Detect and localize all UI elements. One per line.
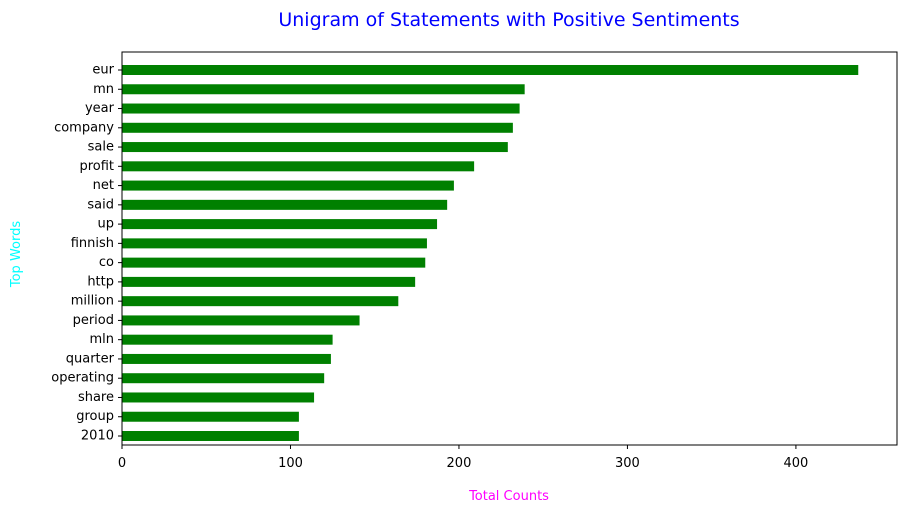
bar-co (122, 257, 426, 268)
x-tick-label: 0 (118, 456, 126, 471)
y-tick-label: company (54, 120, 114, 135)
y-axis-label: Top Words (9, 221, 24, 288)
bar-said (122, 199, 448, 210)
bar-year (122, 103, 520, 114)
y-axis-ticks: eur mn year company sale profit net said up finni… (51, 63, 122, 444)
y-tick-label: group (76, 409, 114, 424)
plot-area-frame (121, 51, 898, 446)
y-tick-label: year (85, 101, 115, 116)
y-tick-label: said (87, 197, 114, 212)
bar-share (122, 392, 315, 403)
bar-profit (122, 161, 475, 172)
y-tick-label: million (71, 294, 114, 309)
bar-mln (122, 334, 333, 345)
bar-quarter (122, 353, 331, 364)
y-tick-label: mn (93, 82, 114, 97)
y-tick-label: co (99, 255, 114, 270)
bar-operating (122, 373, 325, 384)
bar-group (122, 411, 299, 422)
bar-finnish (122, 238, 427, 249)
bar-series (122, 65, 859, 441)
bar-million (122, 296, 399, 307)
bar-net (122, 180, 454, 191)
y-tick-label: net (93, 178, 114, 193)
x-tick-label: 400 (783, 456, 808, 471)
bar-sale (122, 142, 508, 153)
x-axis-label: Total Counts (468, 489, 549, 504)
bar-2010 (122, 431, 299, 441)
chart-title: Unigram of Statements with Positive Sent… (278, 9, 739, 31)
y-tick-label: http (87, 274, 114, 289)
y-tick-label: period (73, 313, 114, 328)
bar-company (122, 122, 513, 133)
y-tick-label: mln (89, 332, 114, 347)
y-tick-label: operating (51, 371, 114, 386)
y-tick-label: share (78, 390, 114, 405)
y-tick-label: 2010 (81, 429, 114, 444)
bar-mn (122, 84, 525, 95)
bar-period (122, 315, 360, 326)
bar-eur (122, 65, 859, 75)
bar-http (122, 276, 416, 287)
x-tick-label: 200 (447, 456, 472, 471)
y-tick-label: profit (79, 159, 114, 174)
y-tick-label: sale (88, 140, 114, 155)
y-tick-label: up (98, 217, 115, 232)
x-axis-ticks: 0 100 200 300 400 (118, 445, 808, 471)
y-tick-label: eur (92, 63, 114, 78)
y-tick-label: quarter (66, 351, 115, 366)
x-tick-label: 300 (615, 456, 640, 471)
y-tick-label: finnish (71, 236, 114, 251)
x-tick-label: 100 (278, 456, 303, 471)
bar-up (122, 219, 438, 230)
